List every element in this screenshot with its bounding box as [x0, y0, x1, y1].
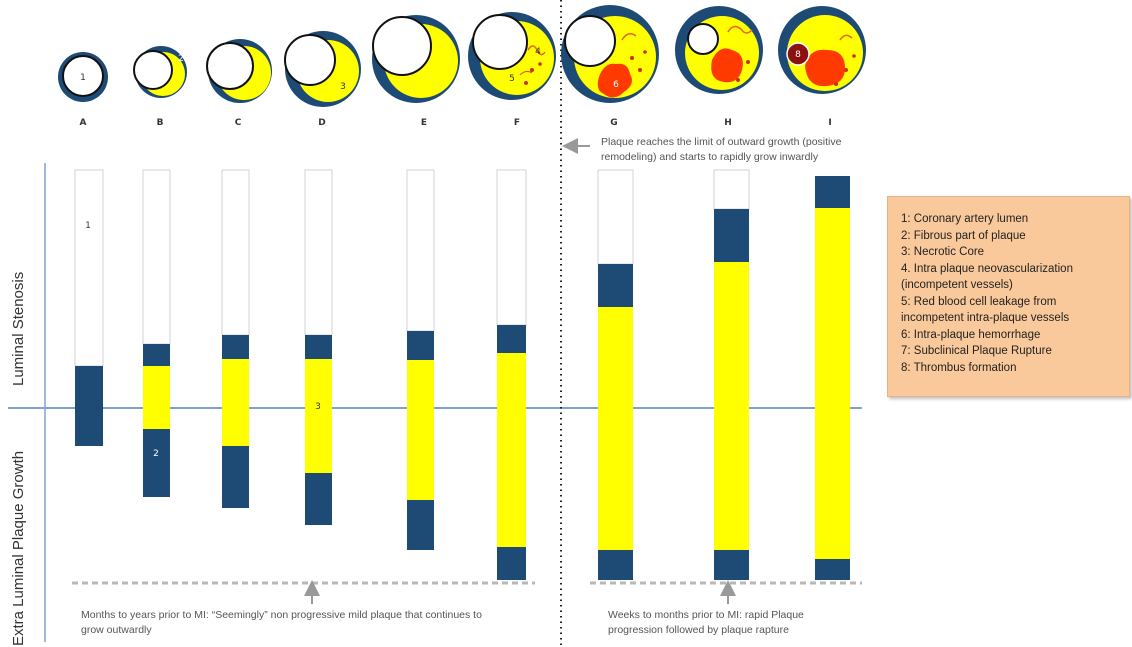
stage-label-g: G [610, 118, 617, 128]
stage-d-bar [304, 169, 333, 525]
annotation-line: Plaque reaches the limit of outward grow… [601, 136, 842, 148]
stage-b-bar [142, 169, 171, 497]
stage-label-i: I [828, 118, 831, 128]
stage-e-bar [406, 169, 435, 550]
stage-label-d: D [318, 118, 325, 128]
legend-item: 7: Subclinical Plaque Rupture [901, 345, 1052, 357]
stage-label-a: A [80, 118, 87, 128]
stage-label-e: E [421, 118, 427, 128]
circle-label-rbc-leak: 5 [509, 74, 515, 84]
legend-item: 2: Fibrous part of plaque [901, 229, 1026, 242]
circle-label-lumen: 1 [80, 73, 86, 83]
bar-label-necrotic: 3 [315, 402, 321, 412]
annotation-remodeling-limit: Plaque reaches the limit of outward grow… [601, 135, 841, 165]
stage-h-bar [713, 169, 750, 580]
circle-label-fibrous: 2 [178, 54, 184, 64]
circle-label-neovasc: 4 [535, 47, 541, 57]
legend-box: 1: Coronary artery lumen 2: Fibrous part… [887, 196, 1130, 397]
annotation-line: progression followed by plaque rapture [608, 624, 789, 636]
stage-i-circle [778, 6, 866, 94]
stage-i-bar [815, 176, 850, 580]
stage-f-bar [496, 169, 527, 580]
stage-e-circle [372, 15, 460, 103]
circle-label-thrombus: 8 [795, 50, 801, 60]
annotation-line: remodeling) and starts to rapidly grow i… [601, 151, 819, 163]
stage-c-bar [221, 169, 250, 508]
legend-item: 8: Thrombus formation [901, 361, 1017, 374]
bar-label-lumen: 1 [85, 221, 91, 231]
axis-label-luminal-stenosis: Luminal Stenosis [10, 271, 27, 386]
stage-label-c: C [235, 118, 242, 128]
annotation-line: grow outwardly [81, 624, 152, 636]
stage-a-bar [74, 169, 104, 446]
annotation-line: Months to years prior to MI: “Seemingly”… [81, 609, 482, 621]
stage-label-f: F [514, 118, 520, 128]
stage-h-circle [675, 6, 763, 94]
stage-label-h: H [724, 118, 732, 128]
legend-item: 4. Intra plaque neovascularization [901, 262, 1073, 275]
legend-item: 1: Coronary artery lumen [901, 213, 1029, 225]
circle-label-hemorrhage: 6 [613, 80, 619, 90]
circle-label-necrotic: 3 [340, 82, 346, 92]
legend-item: 3: Necrotic Core [901, 246, 985, 258]
stage-g-circle [561, 5, 659, 103]
bar-label-fibrous: 2 [153, 449, 159, 459]
legend-item: (incompetent vessels) [901, 279, 1013, 291]
stage-label-b: B [157, 118, 164, 128]
annotation-line: Weeks to months prior to MI: rapid Plaqu… [608, 609, 804, 621]
stage-a-circle [58, 52, 108, 102]
stage-f-circle [468, 12, 556, 100]
stage-g-bar [597, 169, 634, 580]
stage-c-circle [206, 39, 272, 103]
stage-b-circle [133, 46, 187, 98]
annotation-months-to-years: Months to years prior to MI: “Seemingly”… [81, 608, 482, 638]
legend-item: 5: Red blood cell leakage from [901, 295, 1057, 308]
stage-d-circle [284, 31, 361, 107]
annotation-weeks-to-months: Weeks to months prior to MI: rapid Plaqu… [608, 608, 804, 638]
axis-label-extra-luminal-growth: Extra Luminal Plaque Growth [10, 450, 27, 646]
legend-item: 6: Intra-plaque hemorrhage [901, 328, 1041, 341]
legend-item: incompetent intra-plaque vessels [901, 312, 1070, 324]
